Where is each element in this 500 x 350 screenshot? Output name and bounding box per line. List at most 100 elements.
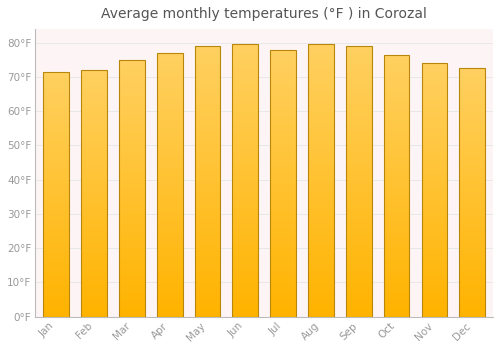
Bar: [384, 199, 409, 202]
Bar: [270, 146, 296, 150]
Bar: [422, 82, 448, 85]
Bar: [157, 106, 182, 109]
Bar: [232, 55, 258, 58]
Bar: [232, 123, 258, 126]
Bar: [308, 96, 334, 99]
Bar: [346, 232, 372, 236]
Bar: [157, 89, 182, 93]
Bar: [44, 301, 69, 304]
Bar: [422, 161, 448, 164]
Bar: [346, 120, 372, 124]
Bar: [119, 102, 144, 105]
Bar: [422, 244, 448, 247]
Bar: [460, 174, 485, 177]
Bar: [422, 168, 448, 171]
Bar: [232, 133, 258, 136]
Bar: [384, 264, 409, 268]
Bar: [270, 307, 296, 310]
Bar: [346, 270, 372, 273]
Bar: [44, 99, 69, 103]
Bar: [270, 96, 296, 100]
Bar: [194, 252, 220, 256]
Bar: [460, 84, 485, 87]
Bar: [44, 145, 69, 148]
Bar: [308, 150, 334, 153]
Bar: [81, 190, 107, 194]
Bar: [81, 243, 107, 246]
Bar: [232, 232, 258, 235]
Bar: [157, 96, 182, 99]
Bar: [270, 100, 296, 103]
Bar: [119, 246, 144, 249]
Bar: [157, 152, 182, 155]
Bar: [308, 279, 334, 283]
Bar: [44, 152, 69, 154]
Bar: [422, 199, 448, 203]
Bar: [81, 101, 107, 104]
Bar: [81, 276, 107, 280]
Bar: [232, 289, 258, 293]
Bar: [232, 119, 258, 123]
Bar: [157, 175, 182, 178]
Bar: [157, 92, 182, 96]
Bar: [119, 178, 144, 182]
Bar: [119, 79, 144, 82]
Bar: [460, 127, 485, 131]
Bar: [308, 44, 334, 48]
Bar: [270, 66, 296, 70]
Bar: [157, 135, 182, 139]
Bar: [44, 246, 69, 249]
Bar: [346, 215, 372, 219]
Bar: [157, 162, 182, 165]
Bar: [422, 149, 448, 152]
Bar: [232, 235, 258, 238]
Bar: [81, 252, 107, 255]
Bar: [384, 310, 409, 314]
Bar: [194, 239, 220, 242]
Bar: [44, 274, 69, 277]
Bar: [384, 61, 409, 64]
Bar: [384, 163, 409, 166]
Bar: [194, 185, 220, 188]
Bar: [308, 310, 334, 313]
Bar: [157, 142, 182, 145]
Bar: [270, 303, 296, 307]
Bar: [308, 147, 334, 150]
Bar: [194, 212, 220, 215]
Bar: [422, 228, 448, 231]
Bar: [346, 191, 372, 195]
Bar: [232, 147, 258, 150]
Bar: [44, 84, 69, 87]
Bar: [44, 280, 69, 283]
Bar: [232, 126, 258, 130]
Bar: [81, 255, 107, 258]
Bar: [422, 171, 448, 174]
Bar: [422, 95, 448, 98]
Bar: [422, 301, 448, 304]
Bar: [232, 259, 258, 262]
Bar: [460, 87, 485, 90]
Bar: [232, 313, 258, 317]
Bar: [460, 124, 485, 127]
Bar: [232, 248, 258, 252]
Bar: [44, 310, 69, 314]
Bar: [157, 290, 182, 294]
Bar: [194, 161, 220, 164]
Bar: [194, 225, 220, 229]
Bar: [422, 177, 448, 181]
Bar: [384, 120, 409, 124]
Bar: [194, 178, 220, 181]
Bar: [194, 131, 220, 134]
Bar: [270, 79, 296, 83]
Bar: [81, 209, 107, 212]
Bar: [119, 240, 144, 243]
Bar: [308, 307, 334, 310]
Bar: [346, 154, 372, 158]
Bar: [119, 275, 144, 278]
Bar: [270, 50, 296, 53]
Bar: [194, 80, 220, 83]
Bar: [157, 267, 182, 271]
Bar: [44, 191, 69, 194]
Bar: [232, 283, 258, 286]
Bar: [460, 71, 485, 75]
